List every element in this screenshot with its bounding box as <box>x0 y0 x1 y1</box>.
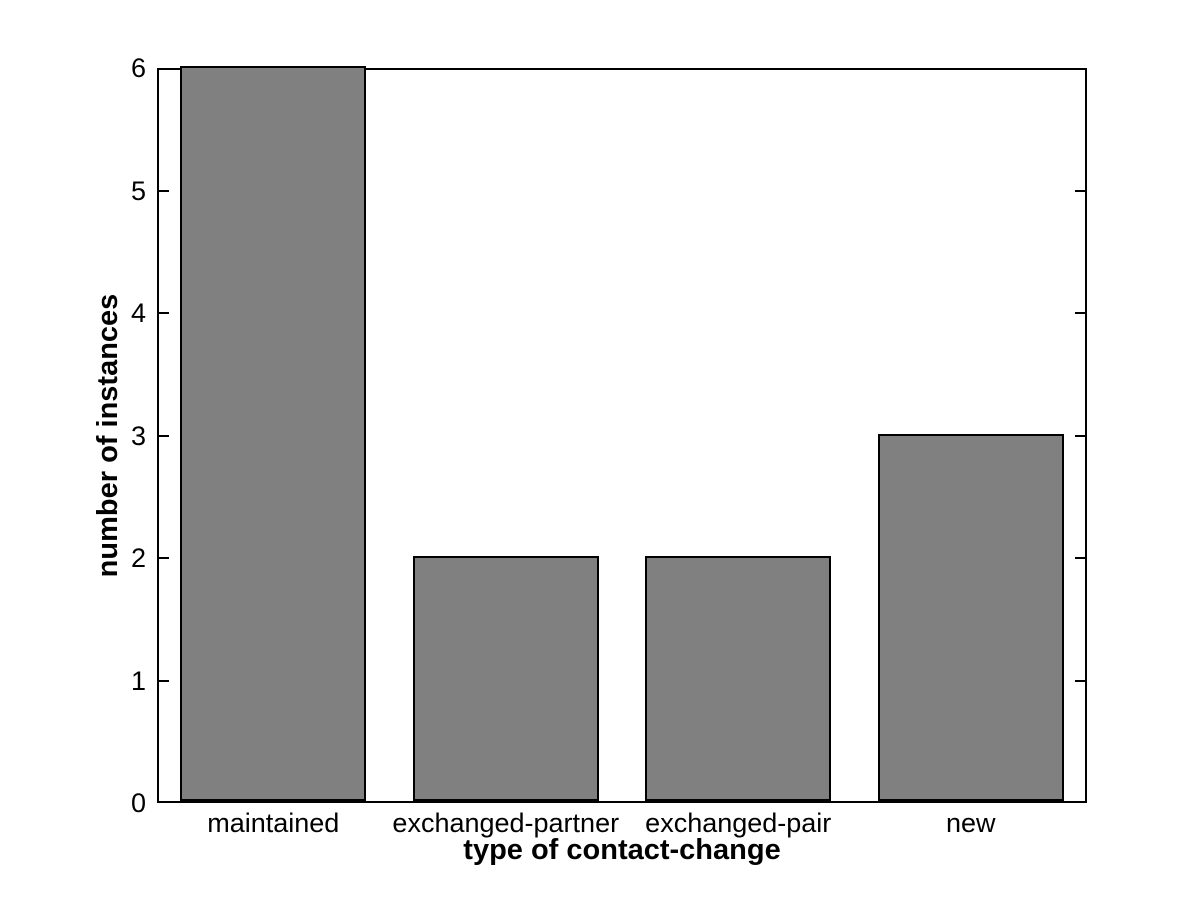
y-tick-mark <box>1075 557 1085 559</box>
plot-area <box>157 66 1087 803</box>
y-tick-label: 2 <box>130 543 146 573</box>
x-axis-label: type of contact-change <box>463 834 781 866</box>
x-tick-label-exchanged-partner: exchanged-partner <box>392 808 620 838</box>
y-tick-mark <box>159 557 169 559</box>
y-tick-label: 4 <box>130 298 146 328</box>
y-tick-mark <box>159 312 169 314</box>
bar-exchanged-pair <box>645 556 832 801</box>
bar-exchanged-partner <box>412 556 599 801</box>
y-tick-mark <box>1075 679 1085 682</box>
bar-maintained <box>180 66 367 801</box>
x-tick-label-exchanged-pair: exchanged-pair <box>645 808 832 838</box>
y-tick-mark <box>159 189 169 192</box>
y-tick-mark <box>1075 312 1085 314</box>
x-tick-label-maintained: maintained <box>207 808 340 838</box>
y-tick-label: 5 <box>130 175 146 206</box>
x-tick-label-new: new <box>945 808 996 838</box>
y-tick-mark <box>1075 434 1085 437</box>
bar-new <box>877 433 1064 801</box>
y-tick-label: 3 <box>130 420 146 451</box>
y-tick-mark <box>159 679 169 682</box>
y-tick-mark <box>1075 189 1085 192</box>
y-tick-mark <box>159 434 169 437</box>
y-tick-label: 0 <box>130 788 146 818</box>
y-tick-label: 6 <box>130 53 146 83</box>
y-tick-label: 1 <box>130 665 146 696</box>
